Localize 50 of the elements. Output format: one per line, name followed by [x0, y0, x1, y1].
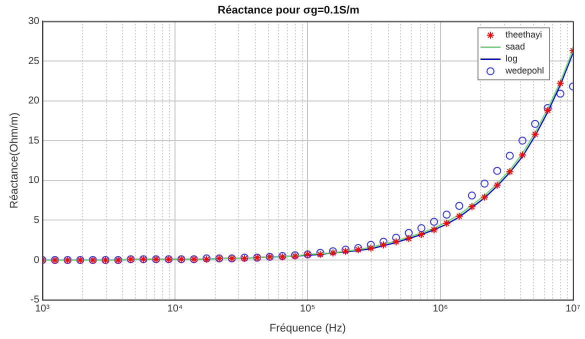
- legend-label: theethayi: [505, 30, 542, 40]
- x-tick-label: 10⁴: [167, 304, 183, 315]
- point: [442, 210, 451, 219]
- point: [417, 224, 426, 232]
- point: [480, 180, 489, 188]
- point: [404, 234, 413, 243]
- point: [506, 152, 514, 160]
- point: [379, 238, 388, 246]
- point: [442, 219, 451, 228]
- y-tick-label: 5: [34, 214, 40, 226]
- point: [531, 120, 540, 128]
- point: [430, 218, 438, 226]
- point: [468, 202, 476, 211]
- point: [404, 228, 413, 237]
- point: [518, 136, 526, 145]
- y-axis-title: Réactance(Ohm/m): [8, 112, 21, 208]
- point: [493, 181, 502, 190]
- x-tick-label: 10⁵: [300, 304, 316, 315]
- point: [518, 150, 526, 159]
- point: [556, 79, 564, 88]
- point: [366, 244, 375, 252]
- x-tick-label: 10⁷: [566, 304, 581, 315]
- point: [417, 230, 426, 239]
- point: [544, 104, 552, 112]
- point: [556, 90, 564, 98]
- y-tick-label: 10: [28, 175, 40, 186]
- point: [480, 193, 489, 202]
- legend-label: saad: [505, 42, 525, 52]
- y-tick-label: 25: [28, 56, 40, 67]
- y-tick-label: 30: [28, 16, 40, 27]
- x-tick-label: 10³: [35, 304, 50, 315]
- point: [379, 240, 388, 249]
- legend-label: wedepohl: [504, 66, 544, 76]
- point: [493, 166, 502, 175]
- point: [531, 130, 540, 138]
- point: [392, 238, 400, 246]
- point: [506, 168, 514, 176]
- y-tick-label: -5: [30, 294, 40, 306]
- y-tick-label: 15: [28, 135, 40, 146]
- chart-title: Réactance pour σg=0.1S/m: [218, 4, 360, 17]
- point: [455, 212, 464, 220]
- point: [430, 226, 438, 234]
- point: [455, 202, 464, 210]
- legend-label: log: [505, 54, 518, 64]
- point: [544, 106, 552, 114]
- y-tick-label: 20: [28, 96, 40, 107]
- point: [468, 192, 476, 200]
- x-axis-title: Fréquence (Hz): [269, 322, 346, 334]
- y-tick-label: 0: [34, 254, 40, 266]
- x-tick-label: 10⁶: [432, 304, 448, 315]
